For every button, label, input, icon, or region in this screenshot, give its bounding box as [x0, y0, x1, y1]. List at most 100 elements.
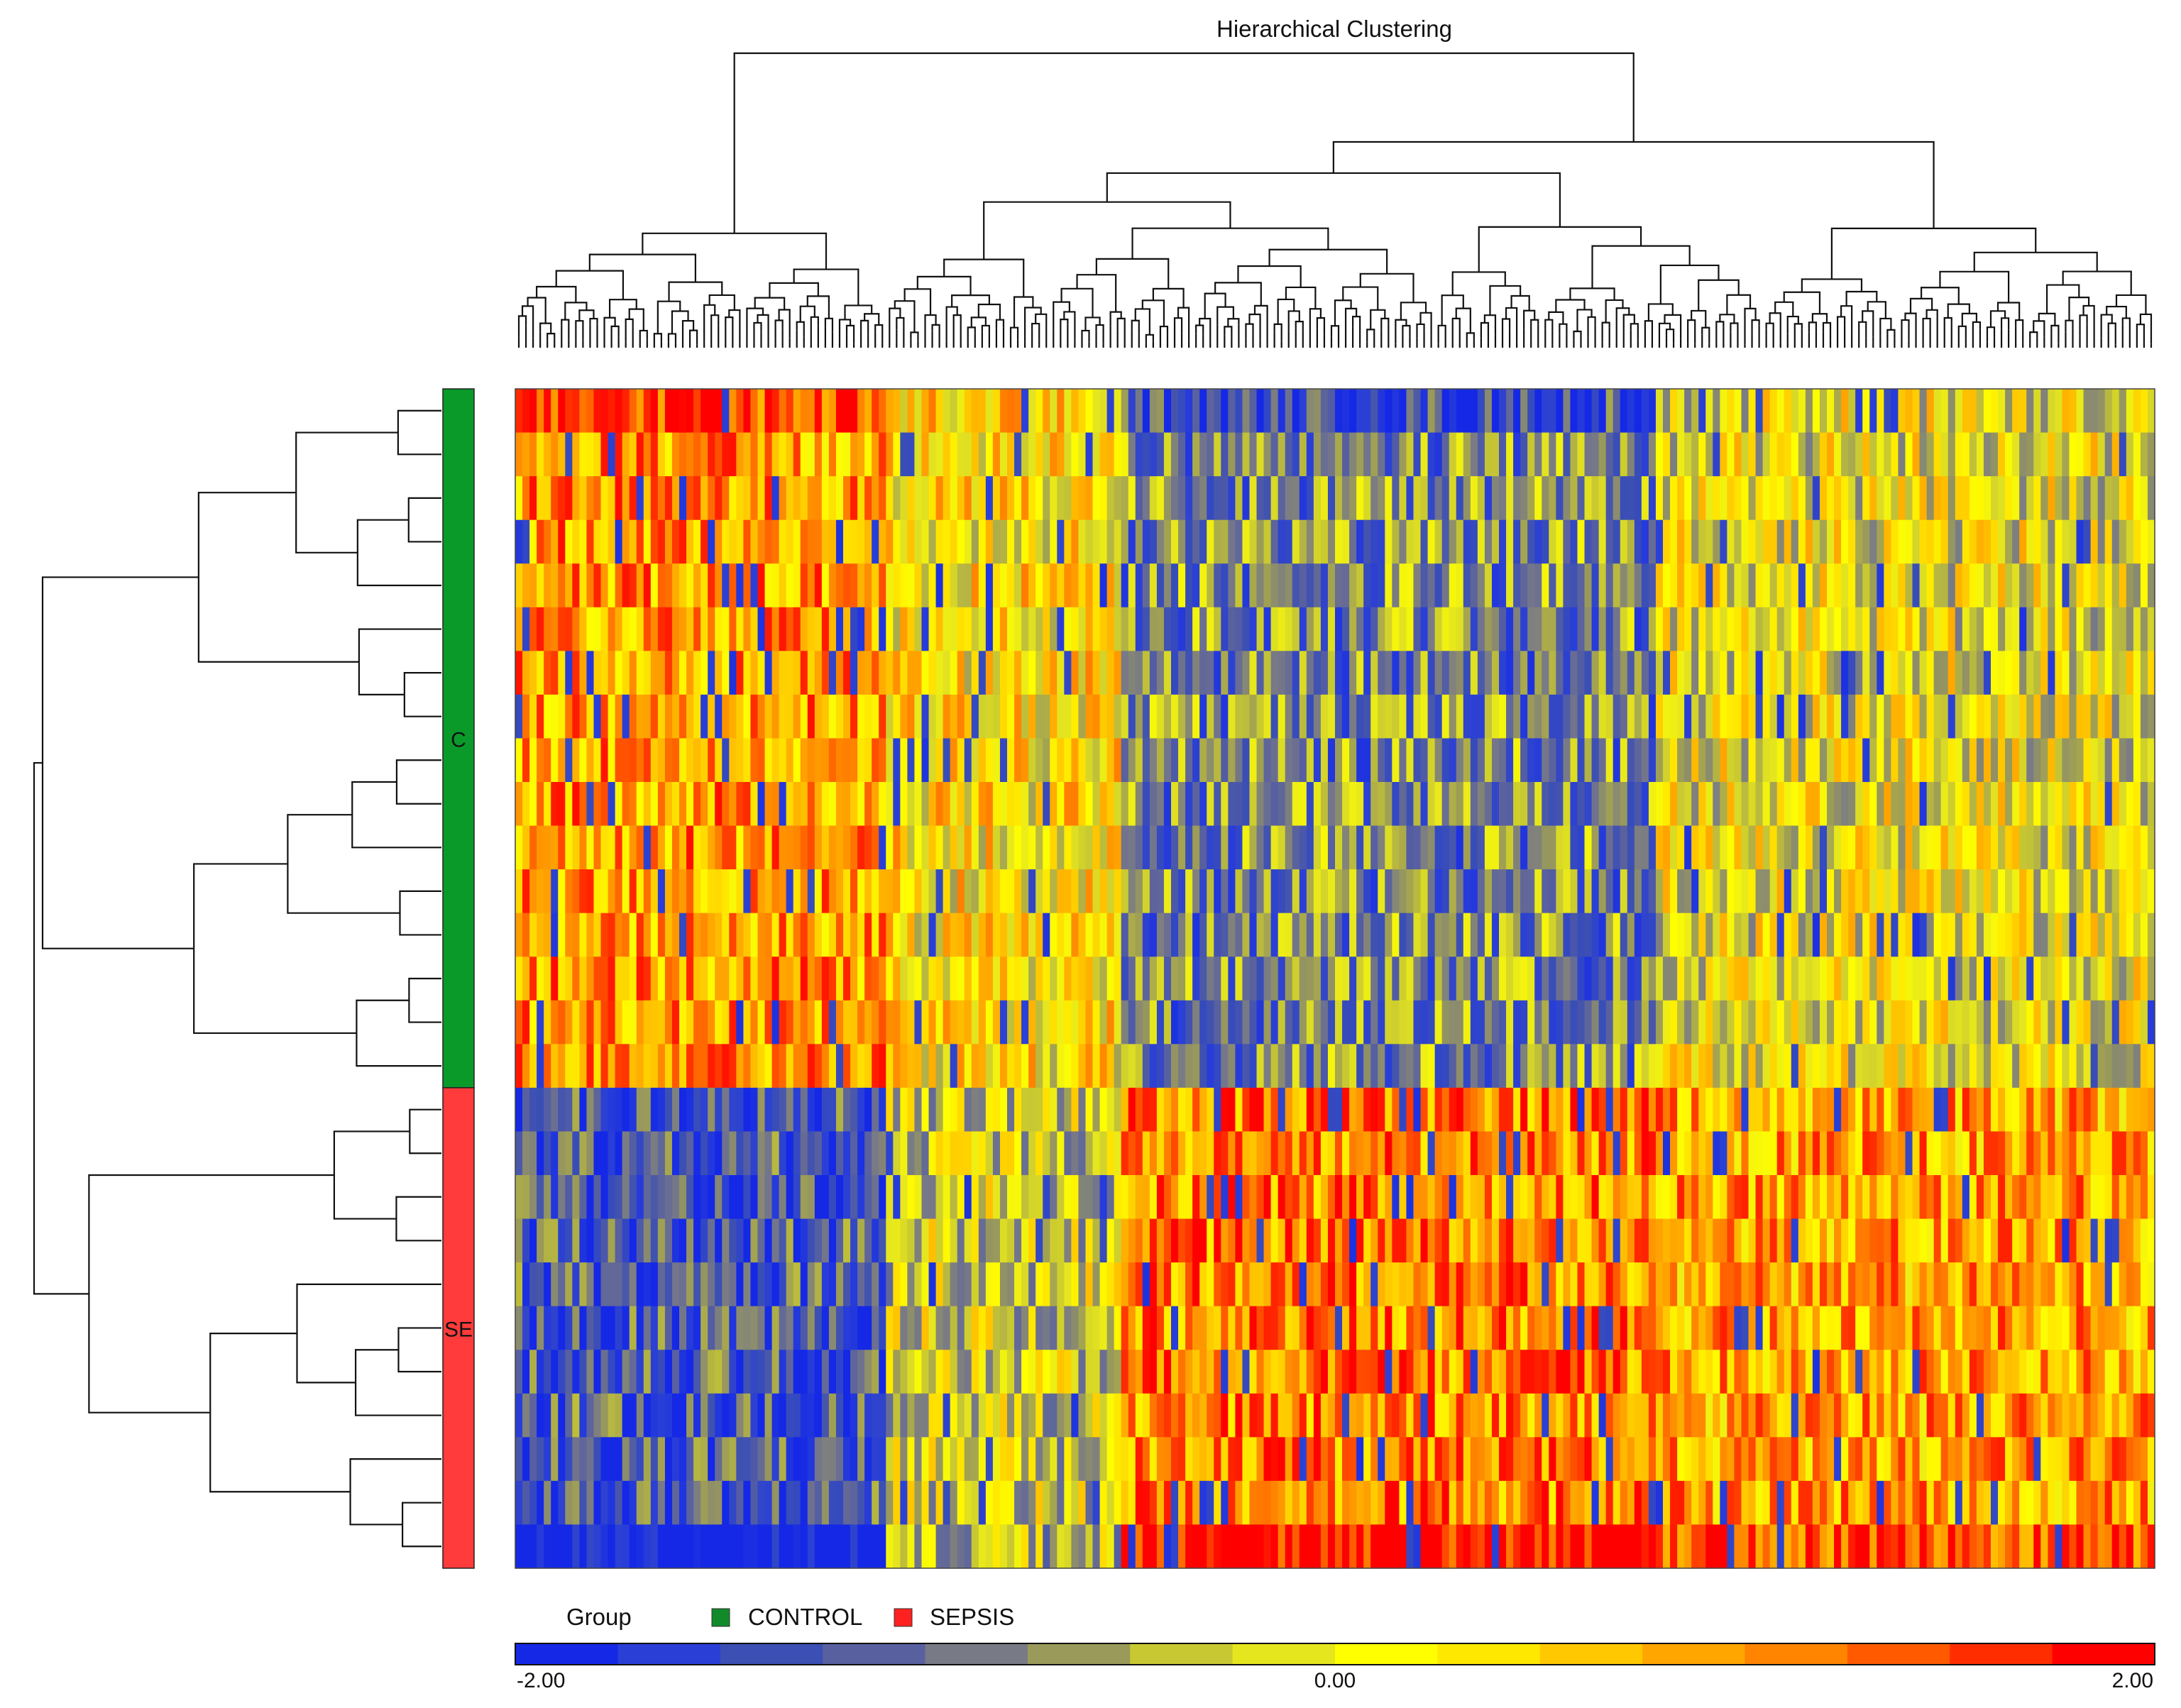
heatmap-cell [950, 432, 958, 477]
heatmap-cell [1363, 476, 1371, 521]
heatmap-cell [1969, 519, 1977, 564]
heatmap-cell [1891, 1000, 1899, 1045]
heatmap-cell [907, 869, 916, 914]
heatmap-cell [593, 651, 602, 695]
heatmap-cell [1392, 607, 1400, 651]
heatmap-cell [1477, 738, 1485, 783]
heatmap-cell [1748, 1044, 1757, 1089]
row-dendrogram-link [408, 977, 441, 1023]
heatmap-cell [1092, 825, 1101, 870]
heatmap-cell [2133, 519, 2141, 564]
heatmap-cell [565, 869, 573, 914]
heatmap-cell [1399, 913, 1407, 957]
heatmap-cell [2055, 476, 2063, 521]
heatmap-cell [1249, 913, 1258, 957]
heatmap-cell [1285, 432, 1293, 477]
heatmap-cell [701, 694, 708, 739]
heatmap-cell [1991, 432, 1999, 477]
heatmap-cell [786, 563, 794, 608]
heatmap-cell [1292, 651, 1300, 695]
heatmap-cell [1121, 519, 1129, 564]
heatmap-cell [1256, 563, 1265, 608]
heatmap-cell [1627, 432, 1635, 477]
heatmap-cell [992, 1175, 1001, 1220]
heatmap-cell [1891, 1175, 1899, 1220]
heatmap-cell [1420, 389, 1429, 434]
heatmap-cell [1235, 432, 1243, 477]
heatmap-cell [1891, 957, 1899, 1001]
heatmap-cell [608, 869, 616, 914]
heatmap-cell [1926, 607, 1935, 651]
heatmap-cell [722, 694, 730, 739]
heatmap-cell [1470, 738, 1478, 783]
heatmap-cell [686, 476, 694, 521]
heatmap-cell [1784, 651, 1792, 695]
heatmap-cell [1449, 1000, 1457, 1045]
heatmap-cell [950, 607, 958, 651]
heatmap-cell [1149, 389, 1158, 434]
heatmap-cell [1399, 432, 1407, 477]
heatmap-cell [1513, 1087, 1521, 1133]
heatmap-cell [1370, 825, 1378, 870]
heatmap-cell [1741, 1131, 1749, 1176]
heatmap-cell [1441, 476, 1450, 521]
heatmap-cell [928, 869, 937, 914]
heatmap-cell [800, 607, 808, 651]
heatmap-cell [679, 957, 687, 1001]
heatmap-cell [793, 957, 801, 1001]
heatmap-cell [1884, 1175, 1891, 1220]
heatmap-cell [2090, 825, 2099, 870]
heatmap-cell [1192, 476, 1200, 521]
heatmap-cell [679, 563, 687, 608]
heatmap-cell [1228, 607, 1236, 651]
heatmap-cell [593, 869, 602, 914]
heatmap-cell [886, 1131, 894, 1176]
heatmap-cell [1477, 825, 1485, 870]
heatmap-cell [1905, 913, 1913, 957]
heatmap-cell [1776, 1087, 1785, 1133]
heatmap-cell [1021, 519, 1029, 564]
heatmap-cell [828, 563, 837, 608]
heatmap-cell [579, 738, 588, 783]
heatmap-cell [643, 957, 652, 1001]
heatmap-cell [1349, 519, 1357, 564]
heatmap-cell [1463, 913, 1471, 957]
heatmap-cell [2140, 782, 2148, 827]
heatmap-cell [914, 519, 923, 564]
heatmap-cell [2119, 476, 2127, 521]
heatmap-cell [1263, 389, 1272, 434]
heatmap-cell [2076, 563, 2084, 608]
heatmap-cell [2062, 782, 2070, 827]
heatmap-cell [2104, 1131, 2113, 1176]
heatmap-cell [1456, 782, 1464, 827]
heatmap-cell [622, 913, 630, 957]
heatmap-cell [1655, 913, 1664, 957]
heatmap-cell [971, 782, 979, 827]
heatmap-cell [1370, 1131, 1378, 1176]
heatmap-cell [708, 1000, 715, 1045]
heatmap-cell [643, 563, 652, 608]
heatmap-cell [636, 476, 644, 521]
heatmap-cell [2033, 869, 2041, 914]
heatmap-cell [771, 651, 780, 695]
heatmap-cell [807, 476, 815, 521]
heatmap-cell [1862, 1087, 1870, 1133]
heatmap-cell [515, 694, 523, 739]
heatmap-cell [1641, 1044, 1649, 1089]
heatmap-cell [1634, 1175, 1642, 1220]
row-dendrogram-link [351, 781, 441, 849]
heatmap-cell [693, 957, 701, 1001]
heatmap-cell [1677, 738, 1685, 783]
heatmap-cell [1406, 1131, 1414, 1176]
heatmap-cell [558, 607, 566, 651]
heatmap-cell [2140, 1131, 2148, 1176]
heatmap-cell [1221, 563, 1229, 608]
heatmap-cell [1570, 869, 1578, 914]
heatmap-cell [1135, 432, 1143, 477]
heatmap-cell [1506, 957, 1514, 1001]
heatmap-cell [1099, 607, 1108, 651]
heatmap-cell [1933, 1131, 1942, 1176]
heatmap-cell [1834, 782, 1842, 827]
heatmap-cell [537, 1044, 544, 1089]
heatmap-cell [2140, 913, 2148, 957]
